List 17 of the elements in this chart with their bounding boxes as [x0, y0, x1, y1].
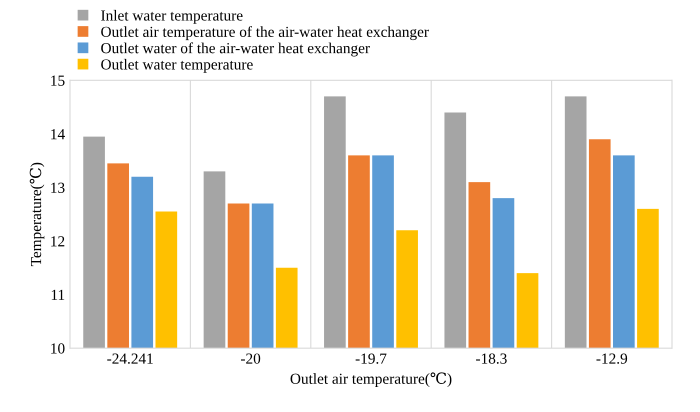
x-tick-label: -24.241 [107, 353, 153, 364]
y-tick-label: 13 [51, 182, 65, 193]
legend-label: Inlet water temperature [101, 10, 243, 24]
legend-label: Outlet air temperature of the air-water heat exchanger [101, 26, 429, 40]
y-tick-label: 12 [51, 236, 64, 246]
x-tick-label: -20 [240, 353, 260, 364]
legend-label: Outlet water temperature [101, 58, 253, 73]
y-tick-label: 15 [51, 76, 65, 86]
x-tick-label: -18.3 [476, 353, 507, 364]
x-tick-label: -12.9 [596, 353, 628, 364]
y-tick-label: 14 [51, 129, 65, 140]
y-tick-label: 11 [52, 290, 64, 300]
legend-label: Outlet water of the air-water heat exchanger [101, 42, 370, 56]
y-tick-label: 10 [51, 343, 65, 354]
x-tick-label: -19.7 [356, 353, 386, 364]
y-axis-title: Temperature(℃) [30, 162, 44, 266]
x-axis-title: Outlet air temperature(℃) [290, 372, 452, 388]
